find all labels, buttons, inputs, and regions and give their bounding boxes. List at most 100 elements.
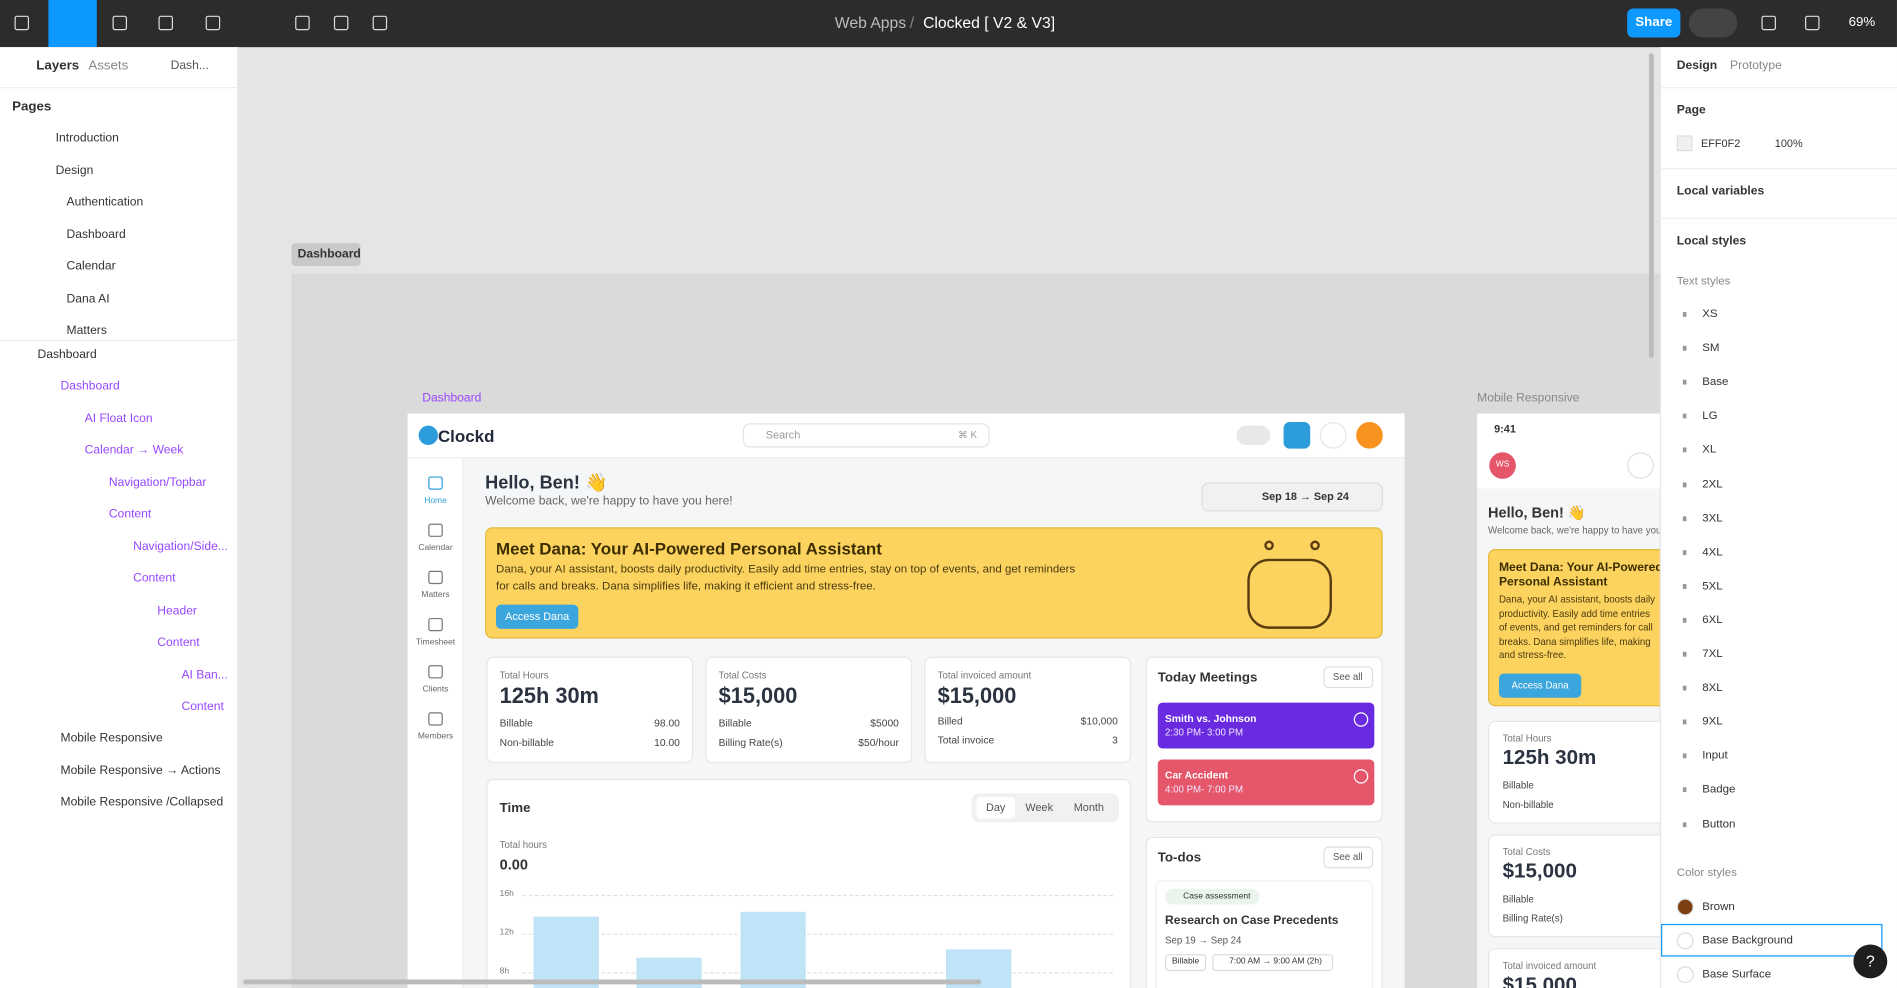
text-style[interactable]: LG <box>1702 409 1718 423</box>
file-name[interactable]: Clocked [ V2 & V3] <box>923 13 1056 32</box>
shape-tool[interactable] <box>158 15 174 31</box>
see-all-label[interactable]: See all <box>1332 671 1363 683</box>
share-label[interactable]: Share <box>1635 15 1673 30</box>
button-label[interactable]: Access Dana <box>1511 679 1569 691</box>
layer-item[interactable]: Content <box>157 636 200 650</box>
nav-item[interactable]: Timesheet <box>415 638 456 647</box>
nav-item[interactable]: Clients <box>422 685 449 694</box>
pen-tool[interactable] <box>205 15 221 31</box>
help-button[interactable] <box>1853 944 1888 979</box>
text-style[interactable]: Badge <box>1702 783 1736 797</box>
layer-item[interactable]: Navigation/Side... <box>133 540 228 554</box>
button-label[interactable]: Access Dana <box>505 610 570 623</box>
library[interactable] <box>1761 15 1776 31</box>
color-style[interactable]: Brown <box>1702 900 1735 914</box>
stat-row-label: Non-billable <box>499 736 554 749</box>
layer-item[interactable]: Mobile Responsive <box>60 731 163 745</box>
zoom[interactable]: 69% <box>1848 15 1876 30</box>
page-item[interactable]: Matters <box>66 324 107 338</box>
meeting[interactable] <box>1157 759 1375 806</box>
layer-item[interactable]: Calendar → Week <box>84 443 184 458</box>
layer-item[interactable]: Content <box>181 700 224 714</box>
nav-item[interactable]: Matters <box>421 591 450 600</box>
text-style[interactable]: 4XL <box>1702 545 1723 559</box>
segment[interactable]: Week <box>1025 801 1054 814</box>
layer-item[interactable]: Header <box>157 604 197 618</box>
color-value[interactable]: EFF0F2 <box>1700 137 1741 150</box>
toggle[interactable] <box>1236 425 1271 446</box>
text-style[interactable]: Base <box>1702 375 1729 389</box>
frame-tool[interactable] <box>112 15 128 31</box>
meeting[interactable] <box>1157 702 1375 749</box>
search-placeholder: Search <box>765 428 801 441</box>
text-style[interactable]: Button <box>1702 817 1736 831</box>
see-all[interactable] <box>1323 666 1374 689</box>
project-name[interactable]: Web Apps <box>834 13 907 32</box>
layer-item[interactable]: Dashboard <box>60 379 120 394</box>
date-picker[interactable] <box>1201 482 1383 512</box>
nav-item[interactable]: Members <box>417 732 454 742</box>
text-style[interactable]: SM <box>1702 341 1720 355</box>
segment[interactable]: Day <box>985 801 1006 814</box>
text-style[interactable]: XS <box>1702 307 1718 321</box>
layer-item[interactable]: Content <box>108 507 152 522</box>
opacity-value[interactable]: 100% <box>1774 137 1803 150</box>
page-item[interactable]: Dana AI <box>66 292 110 306</box>
comment-tool[interactable] <box>372 15 388 31</box>
section-heading[interactable]: Local variables <box>1676 185 1765 199</box>
layer-item[interactable]: AI Ban... <box>181 668 228 683</box>
text-style[interactable]: 9XL <box>1702 715 1723 729</box>
see-all-label[interactable]: See all <box>1332 851 1363 863</box>
layer-item[interactable]: Content <box>133 571 176 586</box>
page-item[interactable]: Authentication <box>66 195 144 210</box>
nav-item[interactable]: Calendar <box>418 543 453 553</box>
layer-item[interactable]: Navigation/Topbar <box>108 476 207 490</box>
search-box[interactable] <box>742 423 990 448</box>
welcome: Welcome back, we're happy to have you <box>1488 525 1662 536</box>
avatar[interactable] <box>1356 422 1383 449</box>
search-button[interactable] <box>1627 452 1654 479</box>
see-all[interactable] <box>1323 846 1374 869</box>
layer-item[interactable]: Mobile Responsive → Actions <box>60 764 221 778</box>
text-style[interactable]: Input <box>1702 749 1728 763</box>
move-tool[interactable] <box>48 0 97 48</box>
help-label[interactable]: ? <box>1865 951 1875 971</box>
nav-item[interactable]: Home <box>424 496 447 506</box>
resources[interactable] <box>295 15 310 31</box>
dev-mode-toggle[interactable] <box>1688 8 1738 38</box>
stat-card <box>486 656 694 764</box>
text-style[interactable]: 5XL <box>1702 579 1723 593</box>
segment[interactable]: Month <box>1073 801 1104 814</box>
page-item[interactable]: Calendar <box>66 259 116 274</box>
text-style[interactable]: XL <box>1702 443 1717 457</box>
bell-button[interactable] <box>1319 422 1347 449</box>
hand-tool[interactable] <box>333 15 349 31</box>
layer-item[interactable]: AI Float Icon <box>84 412 153 426</box>
text-style[interactable]: 8XL <box>1702 681 1723 695</box>
stat-card <box>1488 834 1670 938</box>
page-switcher[interactable]: Dash... <box>170 59 209 73</box>
page-item[interactable]: Design <box>55 164 94 178</box>
tab[interactable]: Prototype <box>1730 59 1782 73</box>
share-button[interactable] <box>1627 8 1681 38</box>
text-style[interactable]: 3XL <box>1702 511 1723 525</box>
layer-item[interactable]: Dashboard <box>37 348 97 362</box>
page-item[interactable]: Dashboard <box>66 228 126 242</box>
present[interactable] <box>1805 15 1820 31</box>
color-style[interactable]: Base Background <box>1702 933 1793 948</box>
access-button[interactable] <box>1498 673 1582 698</box>
tab[interactable]: Assets <box>88 58 129 74</box>
access-button[interactable] <box>496 604 579 629</box>
text-style[interactable]: 2XL <box>1702 477 1723 491</box>
main-menu[interactable] <box>14 15 30 31</box>
page-item[interactable]: Introduction <box>55 131 119 146</box>
avatar-initials: WS <box>1495 460 1510 469</box>
color-style[interactable]: Base Surface <box>1702 967 1772 982</box>
tab[interactable]: Layers <box>36 58 80 74</box>
tab[interactable]: Design <box>1676 59 1718 73</box>
text-style[interactable]: 7XL <box>1702 647 1723 661</box>
text-style[interactable]: 6XL <box>1702 613 1723 627</box>
stat-label: Total Costs <box>1502 846 1551 858</box>
layer-item[interactable]: Mobile Responsive /Collapsed <box>60 795 224 810</box>
add-button[interactable] <box>1283 422 1311 449</box>
